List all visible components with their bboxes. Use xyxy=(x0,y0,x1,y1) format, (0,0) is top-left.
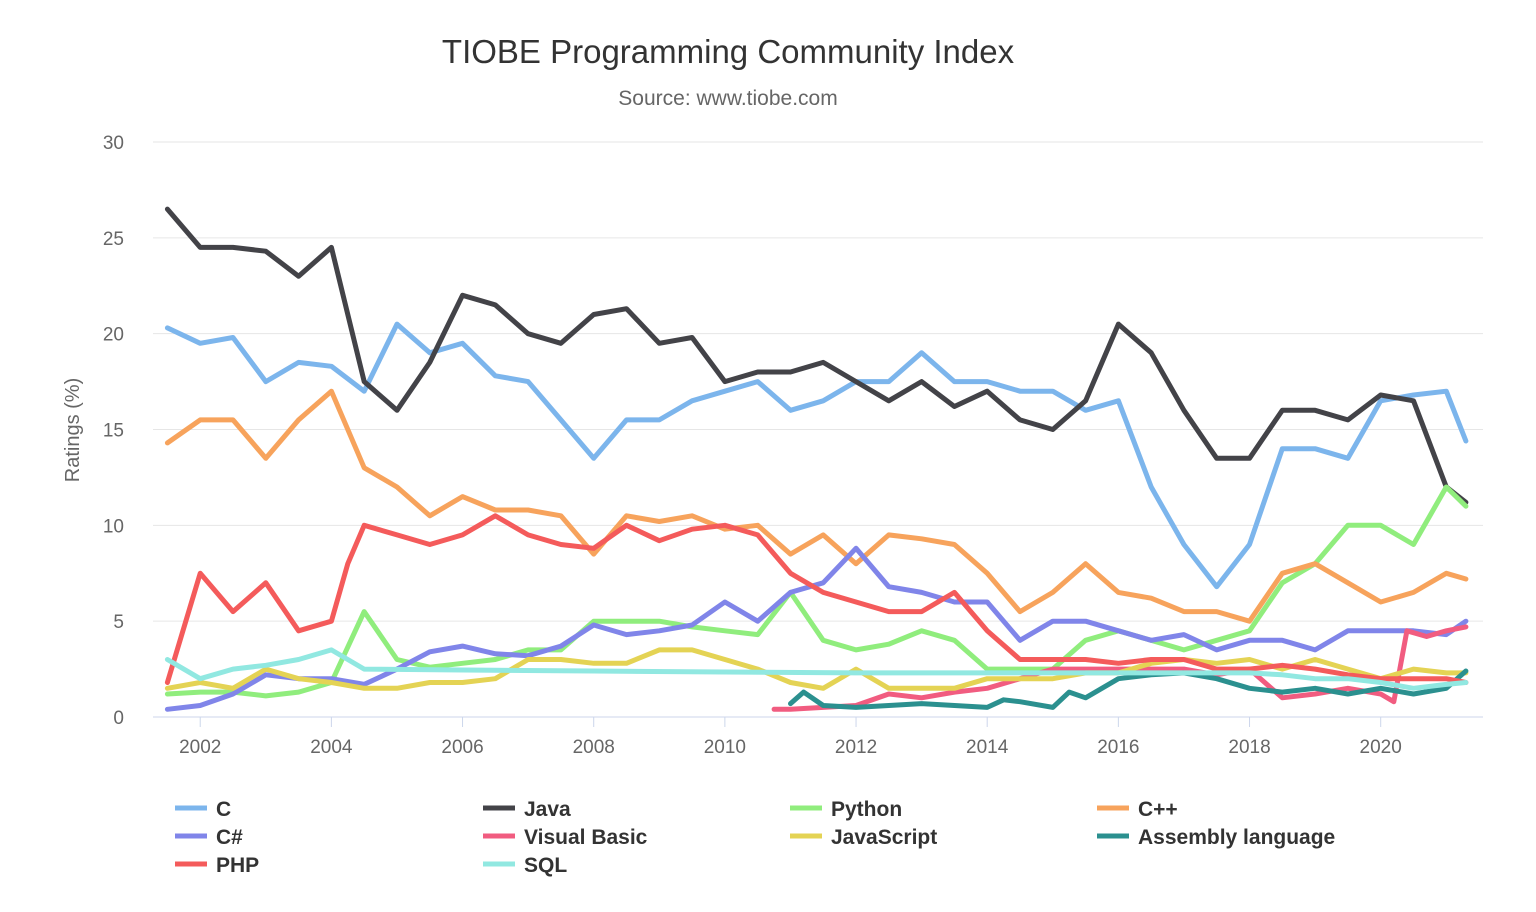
legend-item[interactable]: JavaScript xyxy=(790,826,937,849)
series-line-javascript[interactable] xyxy=(164,647,1469,691)
y-tick-label: 15 xyxy=(103,421,124,442)
x-tick-label: 2002 xyxy=(179,737,221,758)
legend-item[interactable]: PHP xyxy=(175,854,259,877)
legend-label: Python xyxy=(831,798,902,821)
legend-item[interactable]: C xyxy=(175,798,231,821)
x-tick-label: 2014 xyxy=(966,737,1009,758)
legend-item[interactable]: SQL xyxy=(483,854,567,877)
x-tick-label: 2010 xyxy=(704,737,746,758)
x-tick-label: 2016 xyxy=(1097,737,1139,758)
legend-item[interactable]: Assembly language xyxy=(1097,826,1335,849)
chart-title: TIOBE Programming Community Index xyxy=(442,33,1015,70)
legend-label: SQL xyxy=(524,854,567,877)
series-line-c-[interactable] xyxy=(164,388,1469,624)
y-tick-label: 30 xyxy=(103,133,124,154)
legend-label: C# xyxy=(216,826,243,849)
legend-item[interactable]: Java xyxy=(483,798,571,821)
x-tick-label: 2012 xyxy=(835,737,877,758)
legend-label: C xyxy=(216,798,231,821)
x-tick-label: 2020 xyxy=(1360,737,1402,758)
series-line-php[interactable] xyxy=(164,513,1469,685)
legend-item[interactable]: Visual Basic xyxy=(483,826,648,849)
series-line-visual-basic[interactable] xyxy=(771,624,1469,712)
legend-item[interactable]: C++ xyxy=(1097,798,1178,821)
legend-item[interactable]: C# xyxy=(175,826,243,849)
series-line-sql[interactable] xyxy=(164,647,1469,691)
series-line-java[interactable] xyxy=(164,206,1469,505)
series-line-c[interactable] xyxy=(164,321,1469,590)
legend-label: JavaScript xyxy=(831,826,937,849)
y-tick-label: 5 xyxy=(113,612,124,633)
x-tick-label: 2018 xyxy=(1228,737,1270,758)
legend-label: PHP xyxy=(216,854,259,877)
y-tick-label: 25 xyxy=(103,229,124,250)
series-line-assembly-language[interactable] xyxy=(788,668,1469,710)
legend-label: Java xyxy=(524,798,571,821)
legend-item[interactable]: Python xyxy=(790,798,902,821)
legend-label: Assembly language xyxy=(1138,826,1335,849)
x-tick-label: 2006 xyxy=(441,737,483,758)
legend-label: C++ xyxy=(1138,798,1178,821)
series-line-python[interactable] xyxy=(164,484,1469,699)
chart-subtitle: Source: www.tiobe.com xyxy=(618,87,837,110)
x-tick-label: 2008 xyxy=(573,737,615,758)
y-axis-label: Ratings (%) xyxy=(62,378,84,482)
series-line-c-[interactable] xyxy=(164,545,1469,712)
y-tick-label: 20 xyxy=(103,325,124,346)
y-tick-label: 0 xyxy=(113,708,124,729)
legend-label: Visual Basic xyxy=(524,826,648,849)
x-tick-label: 2004 xyxy=(310,737,353,758)
y-tick-label: 10 xyxy=(103,516,124,537)
